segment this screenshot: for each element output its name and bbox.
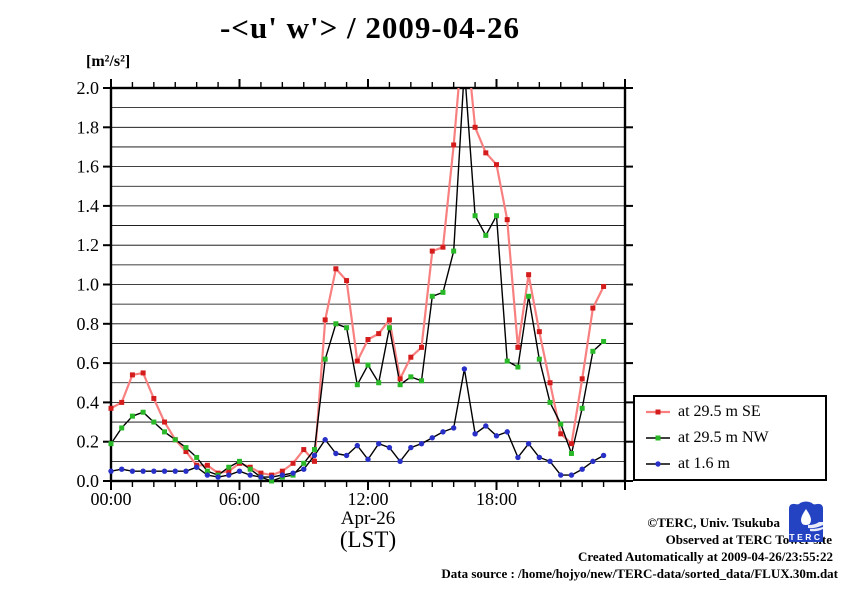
- svg-text:1.4: 1.4: [77, 196, 100, 216]
- legend-item-1-6m: at 1.6 m: [645, 455, 825, 473]
- svg-text:0.6: 0.6: [77, 353, 100, 373]
- svg-text:1.8: 1.8: [77, 117, 100, 137]
- legend-line-marker-red-icon: [646, 409, 670, 415]
- chart-title: -<u' w'> / 2009-04-26: [219, 10, 520, 45]
- footer-created-timestamp: Created Automatically at 2009-04-26/23:5…: [577, 549, 833, 564]
- y-axis-unit-label: [m²/s²]: [86, 53, 131, 70]
- footer-copyright: ©TERC, Univ. Tsukuba: [647, 515, 780, 530]
- legend: at 29.5 m SE at 29.5 m NW at 1.6 m: [633, 395, 827, 481]
- svg-text:12:00: 12:00: [347, 489, 388, 509]
- x-axis-date-label: Apr-26: [340, 508, 396, 529]
- svg-text:06:00: 06:00: [219, 489, 260, 509]
- svg-text:1.6: 1.6: [77, 157, 100, 177]
- svg-text:0.4: 0.4: [77, 392, 100, 412]
- svg-text:0.8: 0.8: [77, 314, 100, 334]
- legend-label: at 29.5 m SE: [678, 403, 761, 420]
- legend-label: at 1.6 m: [678, 455, 730, 472]
- svg-text:TERC: TERC: [789, 532, 822, 542]
- legend-item-29-5m-se: at 29.5 m SE: [645, 403, 825, 421]
- x-axis-timezone-label: (LST): [339, 527, 397, 552]
- svg-text:0.0: 0.0: [77, 471, 100, 491]
- svg-text:1.2: 1.2: [77, 235, 100, 255]
- terc-logo: TERC: [789, 501, 823, 542]
- legend-line-marker-green-icon: [646, 435, 670, 441]
- svg-text:2.0: 2.0: [77, 78, 100, 98]
- svg-text:00:00: 00:00: [90, 489, 131, 509]
- legend-line-marker-blue-icon: [646, 461, 670, 467]
- svg-text:0.2: 0.2: [77, 432, 100, 452]
- legend-label: at 29.5 m NW: [678, 429, 769, 446]
- svg-text:18:00: 18:00: [476, 489, 517, 509]
- footer-data-source-path: Data source : /home/hojyo/new/TERC-data/…: [441, 566, 838, 581]
- legend-item-29-5m-nw: at 29.5 m NW: [645, 429, 825, 447]
- svg-text:1.0: 1.0: [77, 275, 100, 295]
